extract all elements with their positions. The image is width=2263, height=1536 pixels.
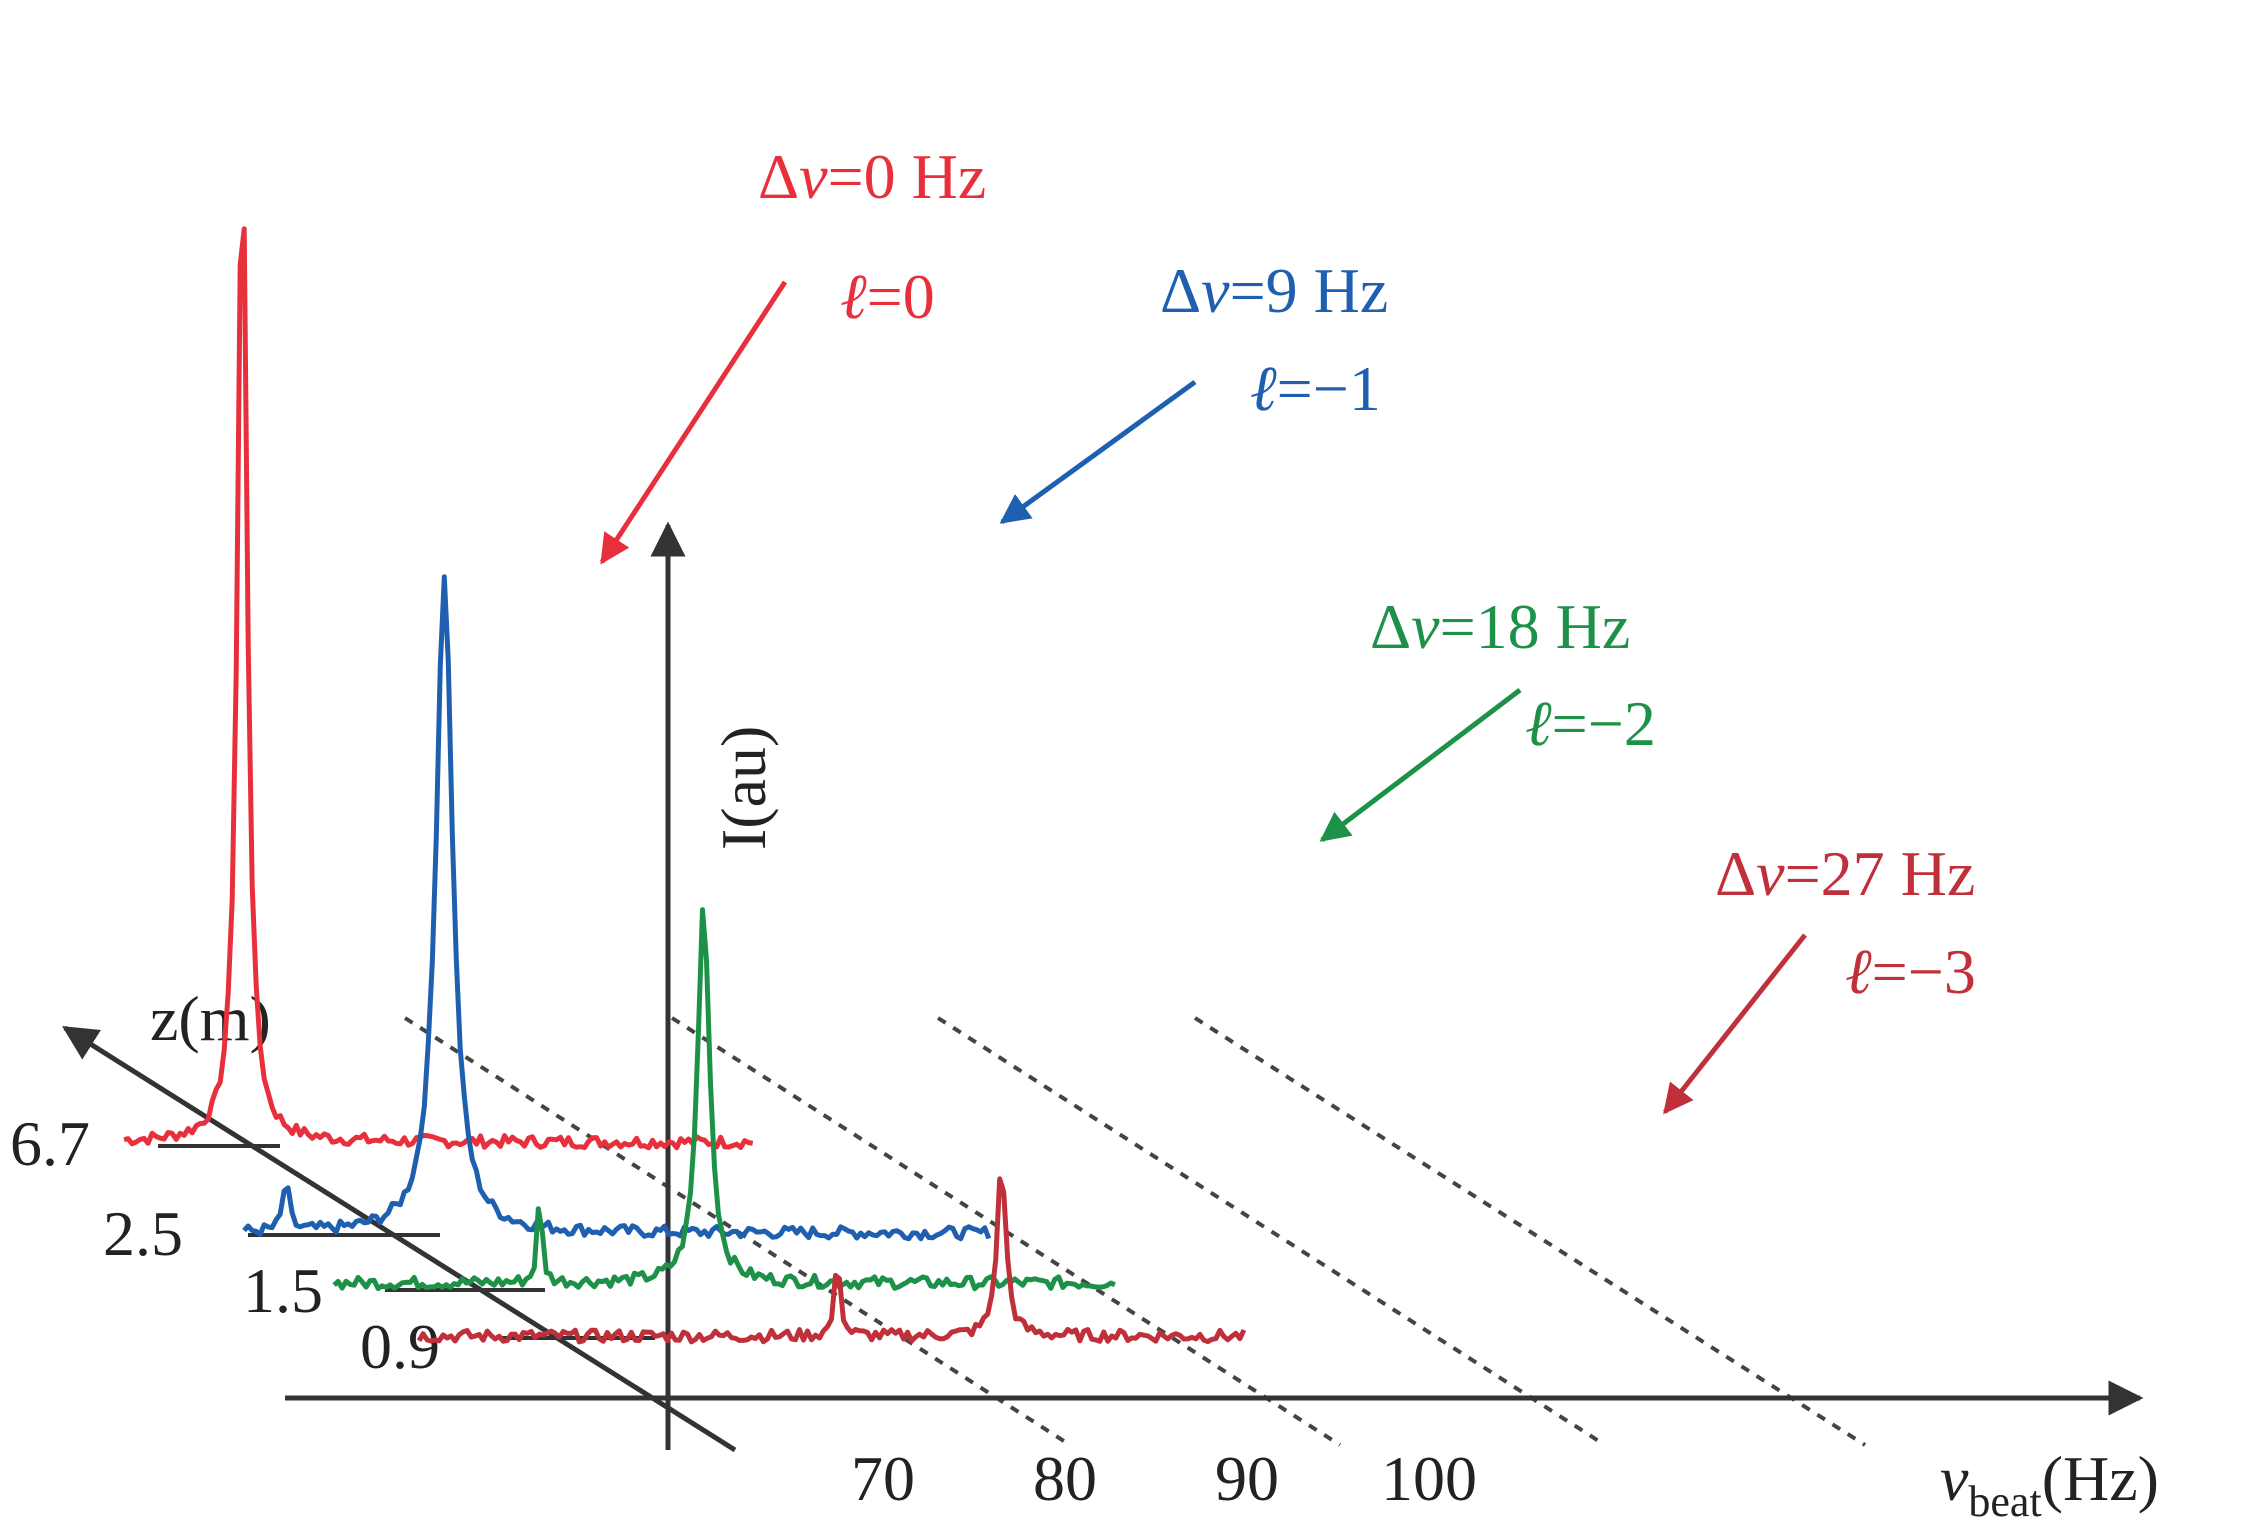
x-tick-label: 80 (1033, 1443, 1097, 1514)
x-axis-subscript: beat (1968, 1477, 2041, 1526)
z-tick-label: 6.7 (10, 1108, 90, 1179)
ell-value: =−3 (1872, 936, 1976, 1007)
guide-line-3 (936, 1016, 1607, 1447)
ell-value: =−2 (1552, 688, 1656, 759)
guide-line-4 (1193, 1016, 1867, 1447)
spectrum-line-6.7 (123, 226, 754, 1151)
annotations: Δv=0 Hz ℓ=0 Δv=9 Hz ℓ=−1 Δv=18 Hz ℓ=−2 Δ… (758, 141, 1976, 1007)
annotation-delta-v-9: Δv=9 Hz (1160, 255, 1388, 326)
ell-value: =0 (867, 261, 935, 332)
arrow-red (599, 280, 788, 565)
nu-glyph: v (1201, 255, 1230, 326)
ell-glyph: ℓ (840, 261, 867, 332)
annotation-ell-0: ℓ=0 (840, 261, 935, 332)
y-axis-label: I(au) (708, 726, 779, 850)
z-tick-label: 0.9 (360, 1311, 440, 1382)
annotation-ell-3: ℓ=−3 (1845, 936, 1976, 1007)
axes (62, 521, 2144, 1453)
delta-value: =0 Hz (828, 141, 987, 212)
arrow-green (1319, 688, 1522, 842)
x-axis-label: vbeat(Hz) (1940, 1443, 2159, 1526)
z-tick-labels: 6.7 2.5 1.5 0.9 (10, 1108, 440, 1382)
x-axis-symbol: v (1940, 1443, 1969, 1514)
annotation-delta-v-0: Δv=0 Hz (758, 141, 986, 212)
nu-glyph: v (1756, 838, 1785, 909)
x-tick-labels: 70 80 90 100 (851, 1443, 1477, 1514)
delta-value: =27 Hz (1785, 838, 1976, 909)
nu-glyph: v (799, 141, 828, 212)
annotation-ell-2: ℓ=−2 (1525, 688, 1656, 759)
ell-glyph: ℓ (1845, 936, 1872, 1007)
annotation-arrows (599, 280, 1807, 1115)
arrow-blue (999, 379, 1197, 525)
spectrum-line-0.9 (416, 1176, 1247, 1345)
annotation-delta-v-27: Δv=27 Hz (1715, 838, 1975, 909)
x-tick-label: 100 (1381, 1443, 1477, 1514)
x-axis-unit: (Hz) (2042, 1443, 2159, 1514)
annotation-ell-1: ℓ=−1 (1250, 353, 1381, 424)
z-axis-label: z(m) (150, 983, 271, 1054)
delta-glyph: Δ (1370, 591, 1411, 662)
delta-value: =9 Hz (1230, 255, 1389, 326)
delta-value: =18 Hz (1440, 591, 1631, 662)
spectrum-line-1.5 (332, 907, 1116, 1292)
annotation-delta-v-18: Δv=18 Hz (1370, 591, 1630, 662)
z-tick-label: 2.5 (103, 1198, 183, 1269)
delta-glyph: Δ (1715, 838, 1756, 909)
guide-line-1 (403, 1016, 1072, 1447)
delta-glyph: Δ (1160, 255, 1201, 326)
ell-glyph: ℓ (1250, 353, 1277, 424)
ell-value: =−1 (1277, 353, 1381, 424)
z-axis (62, 1025, 737, 1453)
x-tick-label: 70 (851, 1443, 915, 1514)
spectrum-line-2.5 (242, 574, 992, 1242)
ell-glyph: ℓ (1525, 688, 1552, 759)
delta-glyph: Δ (758, 141, 799, 212)
nu-glyph: v (1411, 591, 1440, 662)
x-tick-label: 90 (1215, 1443, 1279, 1514)
spectra-series (123, 226, 1247, 1345)
z-tick-label: 1.5 (243, 1255, 323, 1326)
arrow-darkred (1663, 933, 1807, 1115)
